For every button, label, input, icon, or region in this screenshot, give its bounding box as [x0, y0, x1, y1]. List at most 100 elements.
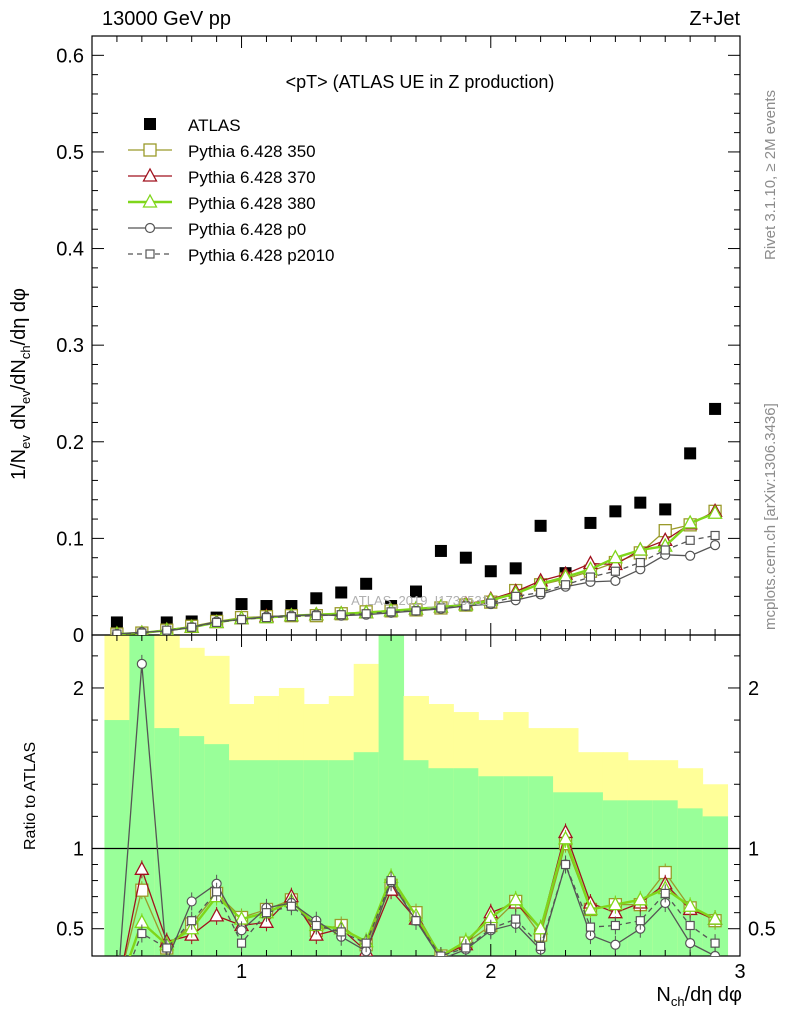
- ratio-point-4: [635, 916, 645, 926]
- ratio-point-4: [660, 888, 670, 899]
- data-point-0: [609, 505, 622, 518]
- legend-label-4: Pythia 6.428 p0: [188, 220, 306, 239]
- legend-label-1: Pythia 6.428 350: [188, 142, 316, 161]
- ratio-point-2: [607, 896, 623, 911]
- ratio-point-4: [386, 875, 396, 886]
- ratio-point-3: [610, 939, 621, 950]
- y-tick-label: 0: [73, 625, 84, 647]
- ratio-point-4: [610, 920, 620, 931]
- data-point-5: [486, 598, 496, 608]
- ratio-point-2: [582, 901, 599, 916]
- ratio-point-3: [165, 955, 169, 956]
- ratio-point-2: [557, 830, 574, 845]
- ratio-point-4: [162, 943, 172, 953]
- data-point-5: [386, 607, 396, 617]
- analysis-watermark: ATLAS_2019_I1736531: [351, 593, 489, 608]
- x-tick-label: 1: [236, 961, 247, 983]
- data-point-0: [310, 592, 323, 605]
- ratio-y-tick-label: 2: [748, 678, 759, 700]
- legend-marker-1: [143, 143, 157, 157]
- ratio-point-4: [710, 938, 720, 948]
- ratio-point-4: [113, 992, 121, 1000]
- x-tick-label: 2: [485, 961, 496, 983]
- y-tick-label: 0.1: [56, 528, 84, 550]
- ratio-point-4: [311, 920, 321, 931]
- ratio-point-0: [111, 984, 123, 996]
- ratio-y-tick-label: 1: [748, 838, 759, 860]
- y-tick-label: 0.2: [56, 432, 84, 454]
- uncertainty-bands: [104, 635, 729, 956]
- ratio-point-1: [110, 986, 123, 998]
- ratio-point-4: [286, 901, 296, 911]
- data-point-5: [511, 591, 521, 601]
- ratio-series-group: [110, 654, 723, 1001]
- data-point-4: [709, 540, 721, 551]
- legend-marker-0: [144, 118, 156, 130]
- stat-uncertainty-band: [129, 635, 155, 956]
- ratio-point-3: [709, 950, 721, 956]
- data-point-0: [335, 586, 348, 599]
- stat-uncertainty-band: [303, 760, 330, 956]
- y-tick-label: 0.6: [56, 45, 84, 67]
- ratio-y-tick-label: 2: [73, 678, 84, 700]
- data-point-0: [260, 600, 273, 613]
- data-point-5: [286, 612, 296, 622]
- ratio-point-4: [261, 908, 272, 918]
- data-point-3: [707, 504, 723, 519]
- ratio-point-3: [112, 992, 121, 1001]
- data-point-5: [710, 530, 720, 541]
- data-point-5: [660, 545, 670, 555]
- ratio-y-tick-label: 1: [73, 838, 84, 860]
- stat-uncertainty-band: [503, 776, 529, 956]
- stat-uncertainty-band: [254, 760, 280, 956]
- stat-uncertainty-band: [702, 816, 729, 956]
- data-point-0: [360, 577, 373, 590]
- ratio-point-4: [236, 938, 247, 948]
- data-point-5: [685, 535, 695, 545]
- data-point-5: [411, 606, 421, 616]
- ratio-point-4: [585, 922, 596, 932]
- ratio-point-2: [632, 891, 648, 906]
- data-point-5: [361, 609, 371, 619]
- data-point-5: [311, 611, 321, 621]
- ratio-point-4: [361, 938, 371, 948]
- stat-uncertainty-band: [453, 768, 479, 956]
- data-point-4: [610, 575, 621, 586]
- data-point-0: [534, 519, 547, 532]
- header-analysis-label: Z+Jet: [689, 8, 740, 30]
- ratio-y-tick-label: 0.5: [748, 919, 776, 941]
- stat-uncertainty-band: [104, 720, 130, 956]
- ratio-point-4: [436, 951, 446, 956]
- stat-uncertainty-band: [204, 744, 230, 956]
- ratio-point-3: [136, 658, 147, 669]
- plot-title: <pT> (ATLAS UE in Z production): [286, 72, 555, 92]
- data-point-5: [137, 628, 147, 635]
- data-point-5: [236, 614, 247, 625]
- data-point-0: [634, 496, 647, 509]
- main-series-group: [110, 402, 723, 635]
- data-point-5: [212, 617, 222, 628]
- data-point-5: [461, 601, 471, 611]
- data-point-5: [560, 580, 571, 590]
- ratio-point-3: [186, 896, 197, 907]
- ratio-point-2: [110, 986, 123, 998]
- data-point-5: [336, 610, 346, 620]
- legend-label-0: ATLAS: [188, 116, 241, 135]
- data-point-0: [434, 544, 447, 557]
- legend-marker-2: [142, 167, 158, 182]
- data-point-0: [509, 562, 522, 575]
- data-point-3: [632, 541, 648, 556]
- header-process-label: 13000 GeV pp: [102, 8, 231, 30]
- ratio-point-4: [536, 941, 546, 951]
- data-point-0: [684, 447, 697, 460]
- ratio-point-2: [508, 891, 524, 906]
- data-point-5: [261, 613, 272, 623]
- ratio-point-4: [486, 924, 496, 934]
- data-point-3: [607, 549, 623, 564]
- ratio-point-4: [212, 887, 222, 897]
- ratio-point-4: [461, 943, 471, 953]
- y-tick-label: 0.5: [56, 142, 84, 164]
- ratio-point-4: [336, 927, 346, 937]
- data-point-5: [112, 629, 122, 635]
